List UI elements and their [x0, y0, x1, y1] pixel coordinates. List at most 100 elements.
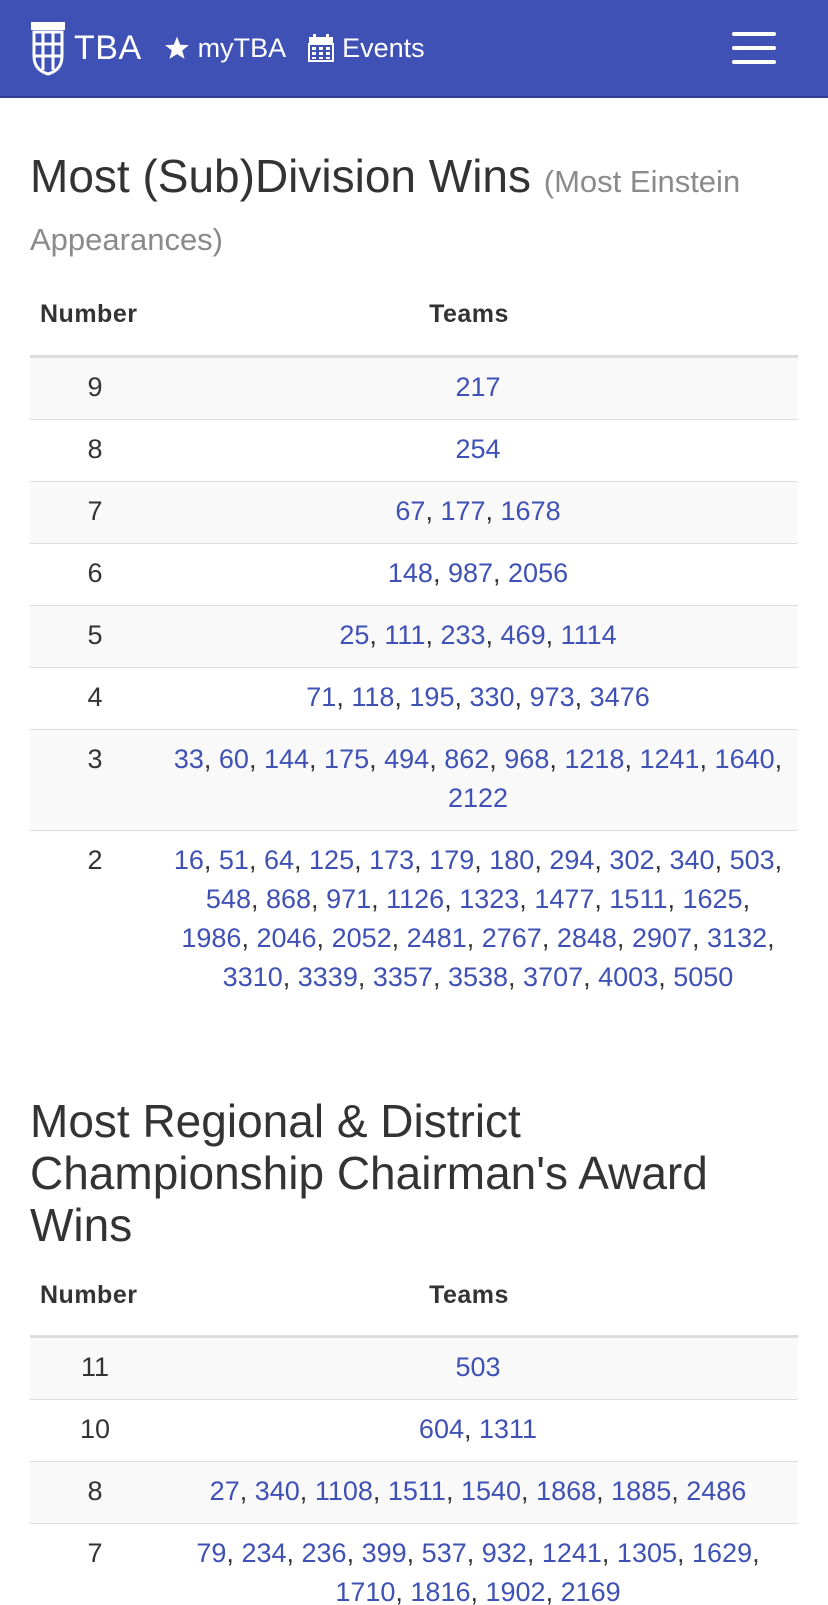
team-link[interactable]: 71 [306, 681, 337, 712]
team-link[interactable]: 1678 [500, 495, 561, 526]
team-link[interactable]: 2122 [447, 782, 509, 813]
team-link[interactable]: 1640 [714, 743, 775, 774]
team-link[interactable]: 179 [429, 844, 475, 875]
team-link[interactable]: 2848 [556, 922, 617, 953]
team-link[interactable]: 2056 [508, 557, 569, 588]
hamburger-menu-icon[interactable] [732, 32, 776, 64]
team-separator: , [203, 844, 219, 875]
team-link[interactable]: 2481 [406, 922, 467, 953]
section-title-text: Most Regional & District Championship Ch… [30, 1094, 708, 1251]
team-link[interactable]: 1108 [314, 1476, 373, 1506]
team-link[interactable]: 1311 [479, 1414, 538, 1444]
team-link[interactable]: 254 [455, 433, 501, 464]
team-link[interactable]: 64 [263, 844, 295, 875]
team-link[interactable]: 548 [205, 883, 251, 914]
team-link[interactable]: 25 [339, 619, 370, 650]
team-link[interactable]: 51 [218, 844, 249, 875]
team-link[interactable]: 2767 [481, 922, 542, 953]
team-link[interactable]: 1305 [616, 1538, 677, 1568]
header-number: Number [30, 300, 160, 358]
team-link[interactable]: 1114 [560, 619, 617, 650]
team-separator: , [248, 743, 264, 774]
team-link[interactable]: 1629 [692, 1538, 753, 1568]
team-link[interactable]: 1816 [410, 1577, 471, 1605]
team-link[interactable]: 79 [196, 1538, 227, 1568]
team-link[interactable]: 868 [265, 883, 312, 914]
team-link[interactable]: 67 [395, 495, 426, 526]
team-link[interactable]: 3476 [589, 681, 650, 712]
team-link[interactable]: 1986 [181, 922, 242, 953]
team-link[interactable]: 2046 [256, 922, 317, 953]
team-link[interactable]: 3538 [447, 961, 509, 992]
row-number: 10 [79, 1414, 111, 1444]
team-link[interactable]: 5050 [673, 961, 734, 992]
team-link[interactable]: 1902 [485, 1577, 546, 1605]
team-link[interactable]: 1241 [541, 1538, 602, 1568]
brand-link[interactable]: TBA [30, 20, 142, 76]
team-link[interactable]: 177 [440, 495, 486, 526]
team-link[interactable]: 33 [173, 743, 204, 774]
table-row: 2 16, 51, 64, 125, 173, 179, 180, 294, 30… [30, 830, 798, 1009]
team-link[interactable]: 3707 [523, 961, 584, 992]
team-link[interactable]: 1625 [682, 883, 743, 914]
team-separator: , [445, 1476, 461, 1506]
team-link[interactable]: 180 [489, 844, 535, 875]
team-link[interactable]: 330 [469, 681, 515, 712]
team-link[interactable]: 2052 [331, 922, 392, 953]
team-separator: , [485, 619, 501, 650]
team-link[interactable]: 3132 [707, 922, 768, 953]
team-link[interactable]: 1868 [536, 1476, 597, 1506]
team-link[interactable]: 1241 [639, 743, 700, 774]
team-link[interactable]: 2486 [686, 1476, 747, 1506]
team-link[interactable]: 340 [669, 844, 715, 875]
team-link[interactable]: 1477 [534, 883, 595, 914]
team-link[interactable]: 1540 [460, 1476, 522, 1506]
team-link[interactable]: 27 [209, 1476, 240, 1506]
team-link[interactable]: 1511 [387, 1476, 446, 1506]
team-link[interactable]: 503 [455, 1352, 501, 1382]
team-link[interactable]: 399 [361, 1538, 407, 1568]
team-link[interactable]: 60 [218, 743, 249, 774]
team-link[interactable]: 173 [369, 844, 415, 875]
team-link[interactable]: 2169 [560, 1577, 621, 1605]
team-link[interactable]: 111 [384, 619, 426, 650]
team-link[interactable]: 932 [481, 1538, 527, 1568]
team-link[interactable]: 4003 [598, 961, 659, 992]
nav-events-link[interactable]: Events [308, 33, 425, 64]
team-link[interactable]: 503 [729, 844, 775, 875]
team-link[interactable]: 3357 [372, 961, 433, 992]
team-link[interactable]: 973 [529, 681, 575, 712]
team-link[interactable]: 195 [409, 681, 455, 712]
team-link[interactable]: 1323 [459, 883, 520, 914]
team-link[interactable]: 175 [324, 743, 370, 774]
team-link[interactable]: 233 [440, 619, 486, 650]
team-link[interactable]: 294 [549, 844, 595, 875]
nav-mytba-link[interactable]: myTBA [164, 33, 286, 64]
team-link[interactable]: 1511 [609, 883, 668, 914]
team-link[interactable]: 537 [421, 1538, 467, 1568]
team-link[interactable]: 3310 [222, 961, 283, 992]
team-link[interactable]: 3339 [297, 961, 358, 992]
team-link[interactable]: 302 [609, 844, 655, 875]
team-link[interactable]: 1126 [386, 883, 445, 914]
team-link[interactable]: 469 [500, 619, 546, 650]
team-link[interactable]: 118 [351, 681, 395, 712]
team-link[interactable]: 234 [241, 1538, 287, 1568]
team-link[interactable]: 1218 [564, 743, 625, 774]
team-link[interactable]: 125 [309, 844, 355, 875]
team-link[interactable]: 217 [455, 371, 501, 402]
team-link[interactable]: 2907 [631, 922, 693, 953]
team-link[interactable]: 340 [254, 1476, 300, 1506]
team-link[interactable]: 148 [387, 557, 433, 588]
team-link[interactable]: 1885 [611, 1476, 672, 1506]
team-link[interactable]: 144 [263, 743, 310, 774]
team-link[interactable]: 236 [301, 1538, 347, 1568]
team-link[interactable]: 862 [444, 743, 490, 774]
team-link[interactable]: 494 [384, 743, 430, 774]
team-link[interactable]: 1710 [335, 1577, 396, 1605]
team-link[interactable]: 16 [173, 844, 204, 875]
team-link[interactable]: 968 [504, 743, 550, 774]
team-link[interactable]: 971 [326, 883, 372, 914]
team-link[interactable]: 987 [447, 557, 494, 588]
team-link[interactable]: 604 [418, 1414, 464, 1444]
